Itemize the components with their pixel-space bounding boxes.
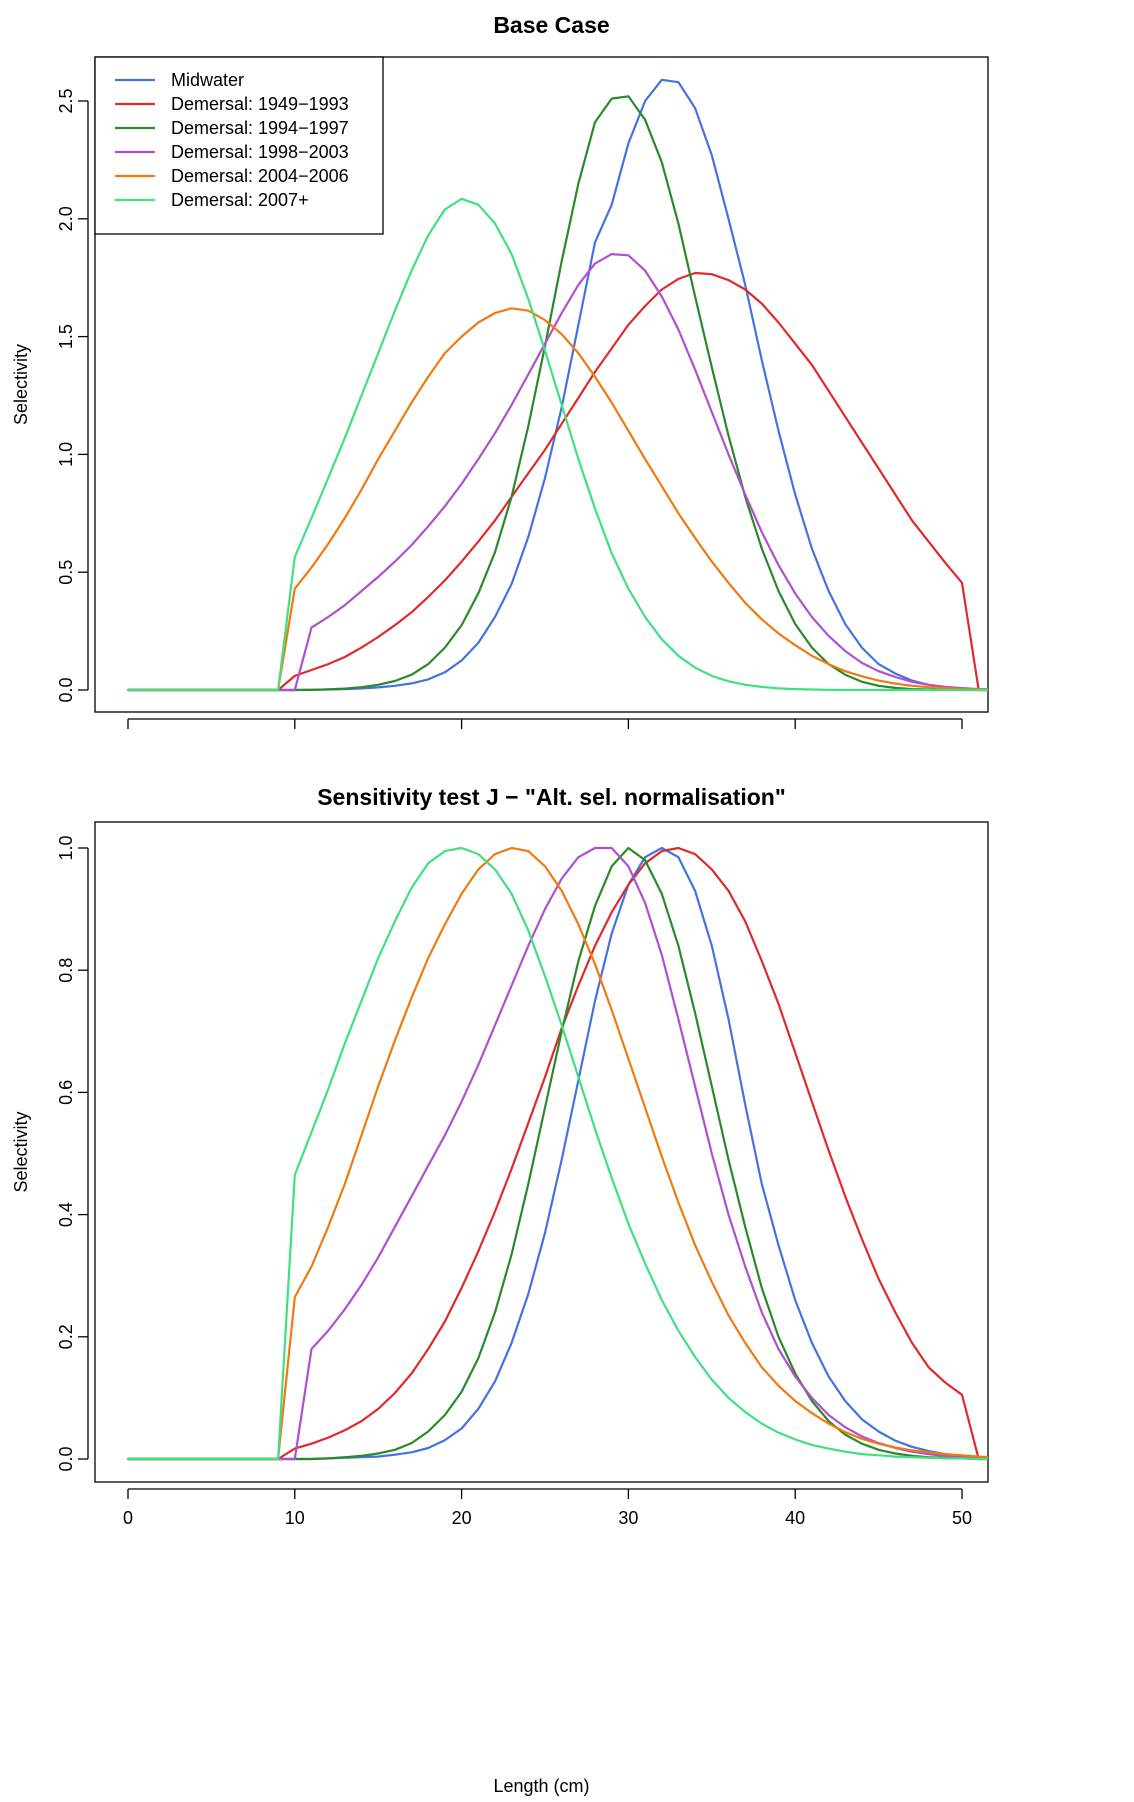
legend-item-demersal-1994-1997: Demersal: 1994−1997	[115, 118, 349, 138]
legend-label: Demersal: 2004−2006	[171, 166, 349, 186]
x-tick-label-10: 10	[285, 1508, 305, 1528]
y-tick-label-0-8: 0.8	[56, 958, 76, 983]
y-tick-label-0-5: 0.5	[56, 560, 76, 585]
y-tick-label-2-0: 2.0	[56, 206, 76, 231]
series-line-demersal-1998-2003	[126, 846, 988, 1461]
series-line-demersal-2004-2006	[126, 307, 988, 692]
series-line-demersal-2007	[126, 197, 988, 692]
legend-label: Midwater	[171, 70, 244, 90]
panel-sensitivity-test-j: Sensitivity test J − "Alt. sel. normalis…	[11, 784, 989, 1796]
plot-frame	[94, 56, 989, 713]
legend-item-midwater: Midwater	[115, 70, 244, 90]
legend-label: Demersal: 2007+	[171, 190, 309, 210]
chart-title: Sensitivity test J − "Alt. sel. normalis…	[317, 784, 786, 810]
x-tick-label-20: 20	[452, 1508, 472, 1528]
legend-item-demersal-2007: Demersal: 2007+	[115, 190, 309, 210]
y-tick-label-0-2: 0.2	[56, 1324, 76, 1349]
series-line-demersal-2004-2006	[126, 846, 988, 1461]
y-tick-label-2-5: 2.5	[56, 88, 76, 113]
x-tick-label-50: 50	[952, 1508, 972, 1528]
y-tick-label-1-0: 1.0	[56, 835, 76, 860]
legend-label: Demersal: 1949−1993	[171, 94, 349, 114]
y-tick-label-0-0: 0.0	[56, 677, 76, 702]
plot-frame	[94, 821, 989, 1483]
x-axis-label: Length (cm)	[493, 1776, 589, 1796]
legend-item-demersal-2004-2006: Demersal: 2004−2006	[115, 166, 349, 186]
y-axis-label: Selectivity	[11, 344, 31, 425]
series-line-demersal-1994-1997	[126, 846, 988, 1461]
legend-box	[94, 56, 384, 235]
y-tick-label-0-4: 0.4	[56, 1202, 76, 1227]
legend-label: Demersal: 1994−1997	[171, 118, 349, 138]
chart-title: Base Case	[493, 12, 609, 38]
legend-label: Demersal: 1998−2003	[171, 142, 349, 162]
x-tick-label-0: 0	[123, 1508, 133, 1528]
y-tick-label-0-6: 0.6	[56, 1080, 76, 1105]
legend: Midwater Demersal: 1949−1993 Demersal: 199…	[94, 56, 384, 235]
x-tick-label-30: 30	[618, 1508, 638, 1528]
y-axis-label: Selectivity	[11, 1111, 31, 1192]
y-tick-label-0-0: 0.0	[56, 1446, 76, 1471]
series-line-midwater	[126, 846, 988, 1461]
series-line-demersal-1998-2003	[126, 253, 988, 692]
series-group	[126, 846, 988, 1461]
x-tick-label-40: 40	[785, 1508, 805, 1528]
legend-item-demersal-1949-1993: Demersal: 1949−1993	[115, 94, 349, 114]
series-line-demersal-2007	[126, 846, 988, 1461]
legend-item-demersal-1998-2003: Demersal: 1998−2003	[115, 142, 349, 162]
series-line-demersal-1949-1993	[126, 846, 988, 1461]
y-tick-label-1-5: 1.5	[56, 324, 76, 349]
series-group	[126, 78, 988, 692]
panel-base-case: Base Case 0.0 0.5 1.0 1.5 2.0 2.5 Selectivity Mi…	[11, 12, 989, 729]
y-tick-label-1-0: 1.0	[56, 442, 76, 467]
